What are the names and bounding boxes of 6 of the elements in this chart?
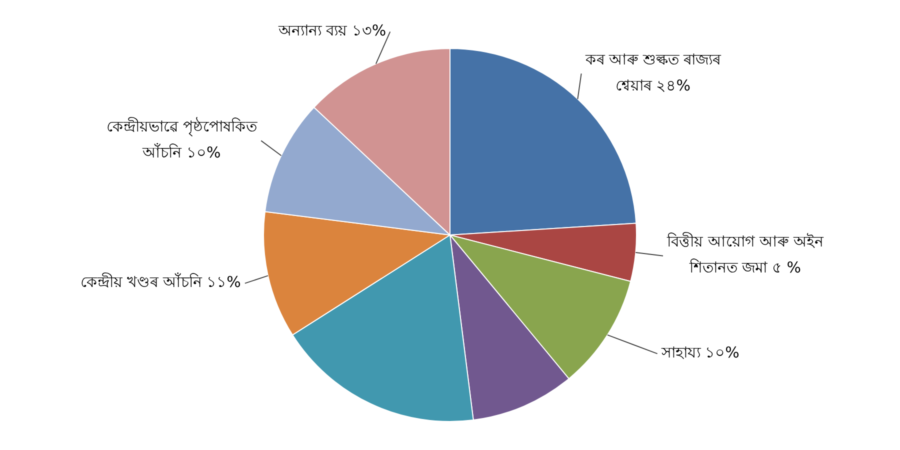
slice-label: অন্যান্য ব্যয় ১৩% — [277, 22, 386, 40]
slice-label: কেন্দ্ৰীয় খণ্ডৰ আঁচনি ১১% — [80, 273, 241, 292]
slice-label: বিত্তীয় আয়োগ আৰু অইন শিতানত জমা ৫ % — [666, 232, 824, 277]
slice-label: কেন্দ্ৰীয়ভাৱে পৃষ্ঠপোষকিত আঁচনি ১০% — [106, 118, 258, 162]
slice-label: সাহায্য ১০% — [660, 344, 740, 362]
slice-label: কৰ আৰু শুল্কত ৰাজ্যৰ শ্বেয়াৰ ২৪% — [584, 50, 722, 94]
